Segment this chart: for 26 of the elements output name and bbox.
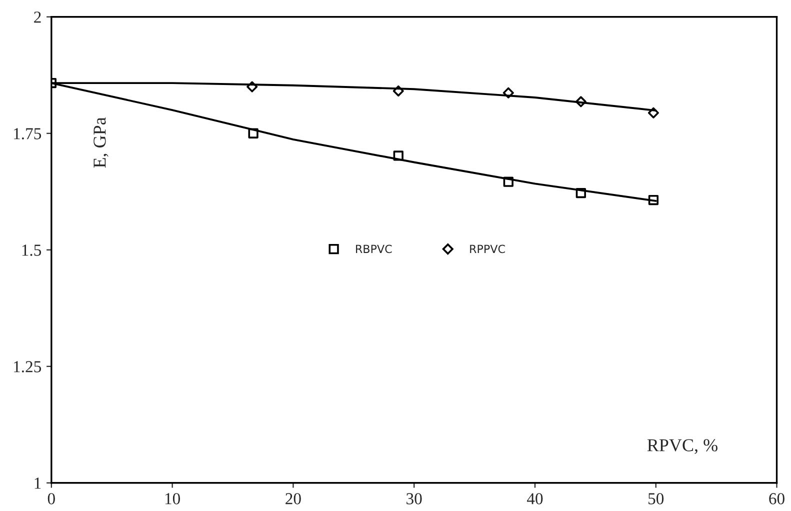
x-tick-label: 20: [286, 493, 301, 504]
y-tick-label: 1.75: [14, 128, 42, 140]
y-tick-label: 2: [34, 12, 41, 23]
point: [575, 96, 586, 108]
point: [393, 150, 404, 161]
y-tick-label: 1.25: [14, 361, 42, 372]
y-tick-label: 1.5: [22, 244, 42, 256]
y-tick-label: 1: [34, 478, 41, 489]
x-tick-label: 30: [406, 493, 422, 504]
x-tick-label: 60: [769, 493, 784, 504]
x-tick-label: 0: [48, 493, 55, 504]
point: [648, 194, 659, 206]
legend-label: RPPVC: [470, 244, 505, 254]
x-tick-label: 50: [648, 493, 664, 504]
point: [502, 87, 514, 98]
x-axis-title: RPVC, %: [647, 439, 718, 454]
point: [248, 128, 258, 138]
point: [648, 107, 659, 118]
point: [576, 188, 586, 198]
point: [246, 81, 258, 92]
y-axis-title: E, GPa: [94, 117, 108, 168]
point: [503, 176, 514, 187]
x-tick-label: 40: [526, 493, 543, 504]
point: [392, 85, 404, 96]
x-tick-label: 10: [165, 493, 180, 504]
legend-label: RBPVC: [356, 244, 392, 254]
